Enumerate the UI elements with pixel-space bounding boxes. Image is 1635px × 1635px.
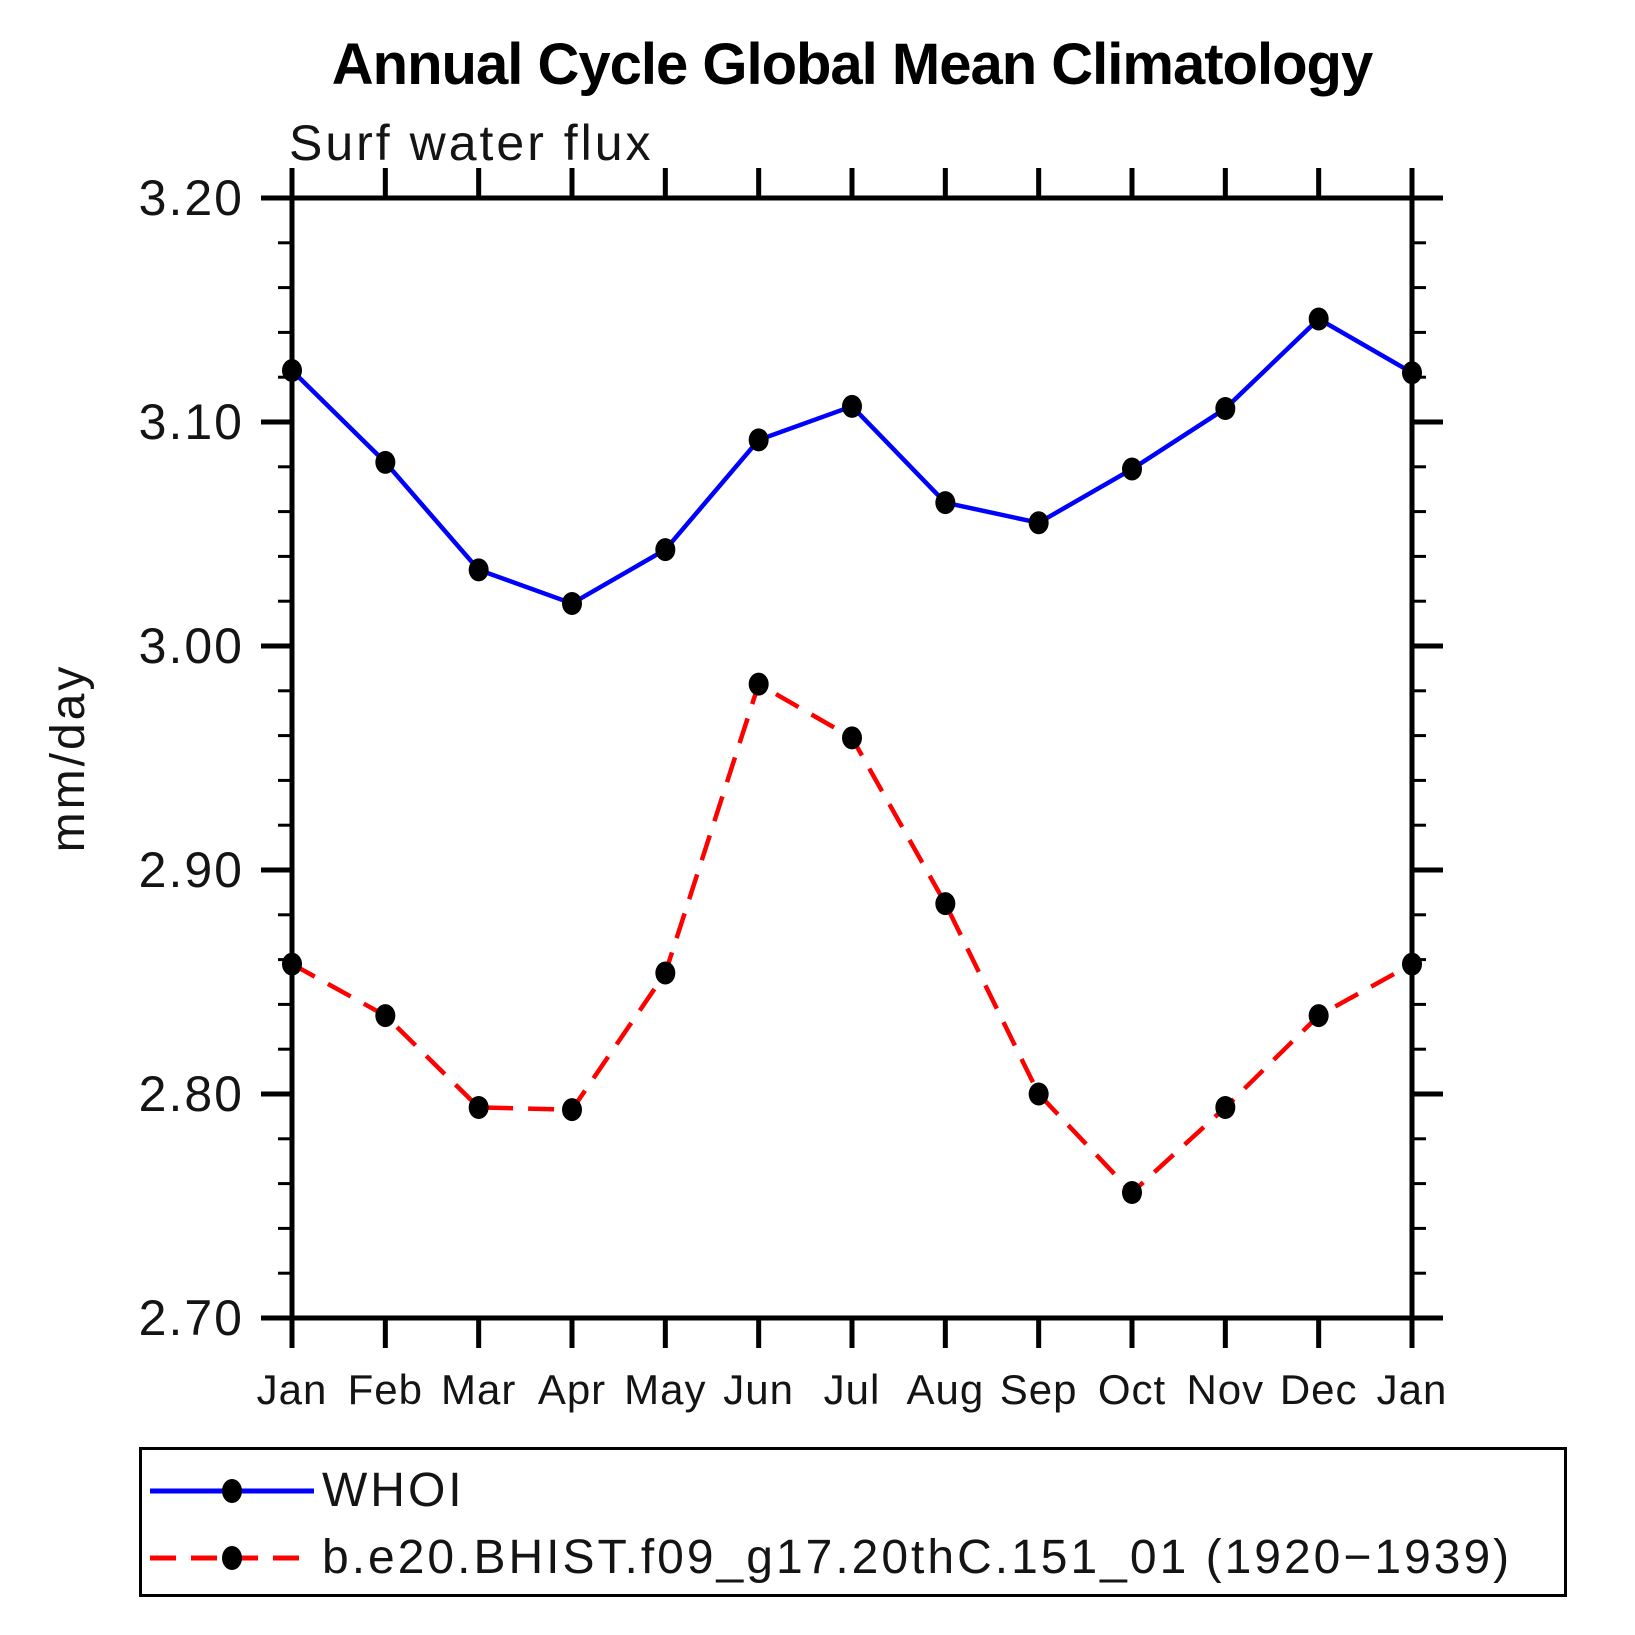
series-line-0 — [290, 316, 1414, 606]
chart-subtitle: Surf water flux — [289, 115, 654, 171]
x-tick-label: Dec — [1280, 1366, 1358, 1413]
y-axis-title: mm/day — [42, 664, 95, 853]
data-point-marker — [1402, 952, 1422, 976]
series-line-1 — [290, 680, 1414, 1196]
data-point-marker — [655, 961, 676, 985]
x-tick-label: Mar — [441, 1366, 516, 1413]
x-tick-label: Sep — [1000, 1366, 1078, 1413]
data-point-marker — [562, 1098, 582, 1122]
legend-line-sample-model — [150, 1546, 314, 1570]
data-point-marker — [375, 450, 396, 474]
data-point-marker — [562, 591, 582, 615]
data-point-marker — [1215, 397, 1236, 421]
y-tick-label: 2.90 — [139, 842, 244, 898]
y-tick-label: 2.70 — [139, 1290, 244, 1346]
data-point-marker — [842, 394, 862, 418]
data-point-marker — [282, 952, 302, 976]
data-point-marker — [1308, 307, 1329, 331]
x-tick-label: Apr — [538, 1366, 606, 1413]
x-tick-label: Jul — [824, 1366, 881, 1413]
data-point-marker — [375, 1004, 396, 1028]
y-tick-label: 3.20 — [139, 170, 244, 226]
data-point-marker — [748, 672, 769, 696]
data-point-marker — [842, 726, 862, 750]
x-tick-label: Jan — [1377, 1366, 1448, 1413]
data-point-marker — [1215, 1095, 1236, 1119]
x-tick-label: Aug — [906, 1366, 984, 1413]
y-tick-label: 3.00 — [139, 618, 244, 674]
data-point-marker — [468, 1095, 489, 1119]
x-tick-label: Nov — [1186, 1366, 1264, 1413]
y-tick-label: 3.10 — [139, 394, 244, 450]
data-point-marker — [655, 538, 676, 562]
data-point-marker — [748, 428, 769, 452]
data-point-marker — [1028, 511, 1049, 535]
x-tick-label: Oct — [1098, 1366, 1166, 1413]
legend-label-model: b.e20.BHIST.f09_g17.20thC.151_01 (1920−1… — [322, 1531, 1513, 1584]
legend-label-whoi: WHOI — [322, 1464, 465, 1517]
data-point-marker — [1028, 1082, 1049, 1106]
data-point-marker — [1122, 457, 1142, 481]
legend-marker-icon — [222, 1479, 242, 1503]
y-tick-label: 2.80 — [139, 1066, 244, 1122]
data-point-marker — [1402, 361, 1422, 385]
x-tick-label: May — [624, 1366, 706, 1413]
legend-item-model: b.e20.BHIST.f09_g17.20thC.151_01 (1920−1… — [147, 1530, 1512, 1586]
legend: WHOI b.e20.BHIST.f09_g17.20thC.151_01 (1… — [139, 1447, 1567, 1597]
data-point-marker — [935, 491, 956, 515]
x-tick-label: Jan — [257, 1366, 328, 1413]
legend-line-sample-whoi — [150, 1479, 314, 1503]
data-point-marker — [1122, 1181, 1142, 1205]
data-point-marker — [1308, 1004, 1329, 1028]
data-point-marker — [282, 358, 302, 382]
legend-item-whoi: WHOI — [147, 1463, 465, 1519]
axis-frame — [289, 195, 1415, 1321]
data-point-marker — [468, 558, 489, 582]
legend-marker-icon — [222, 1546, 242, 1570]
data-point-marker — [935, 892, 956, 916]
x-tick-label: Jun — [723, 1366, 794, 1413]
chart-title: Annual Cycle Global Mean Climatology — [331, 32, 1373, 97]
x-tick-label: Feb — [348, 1366, 423, 1413]
